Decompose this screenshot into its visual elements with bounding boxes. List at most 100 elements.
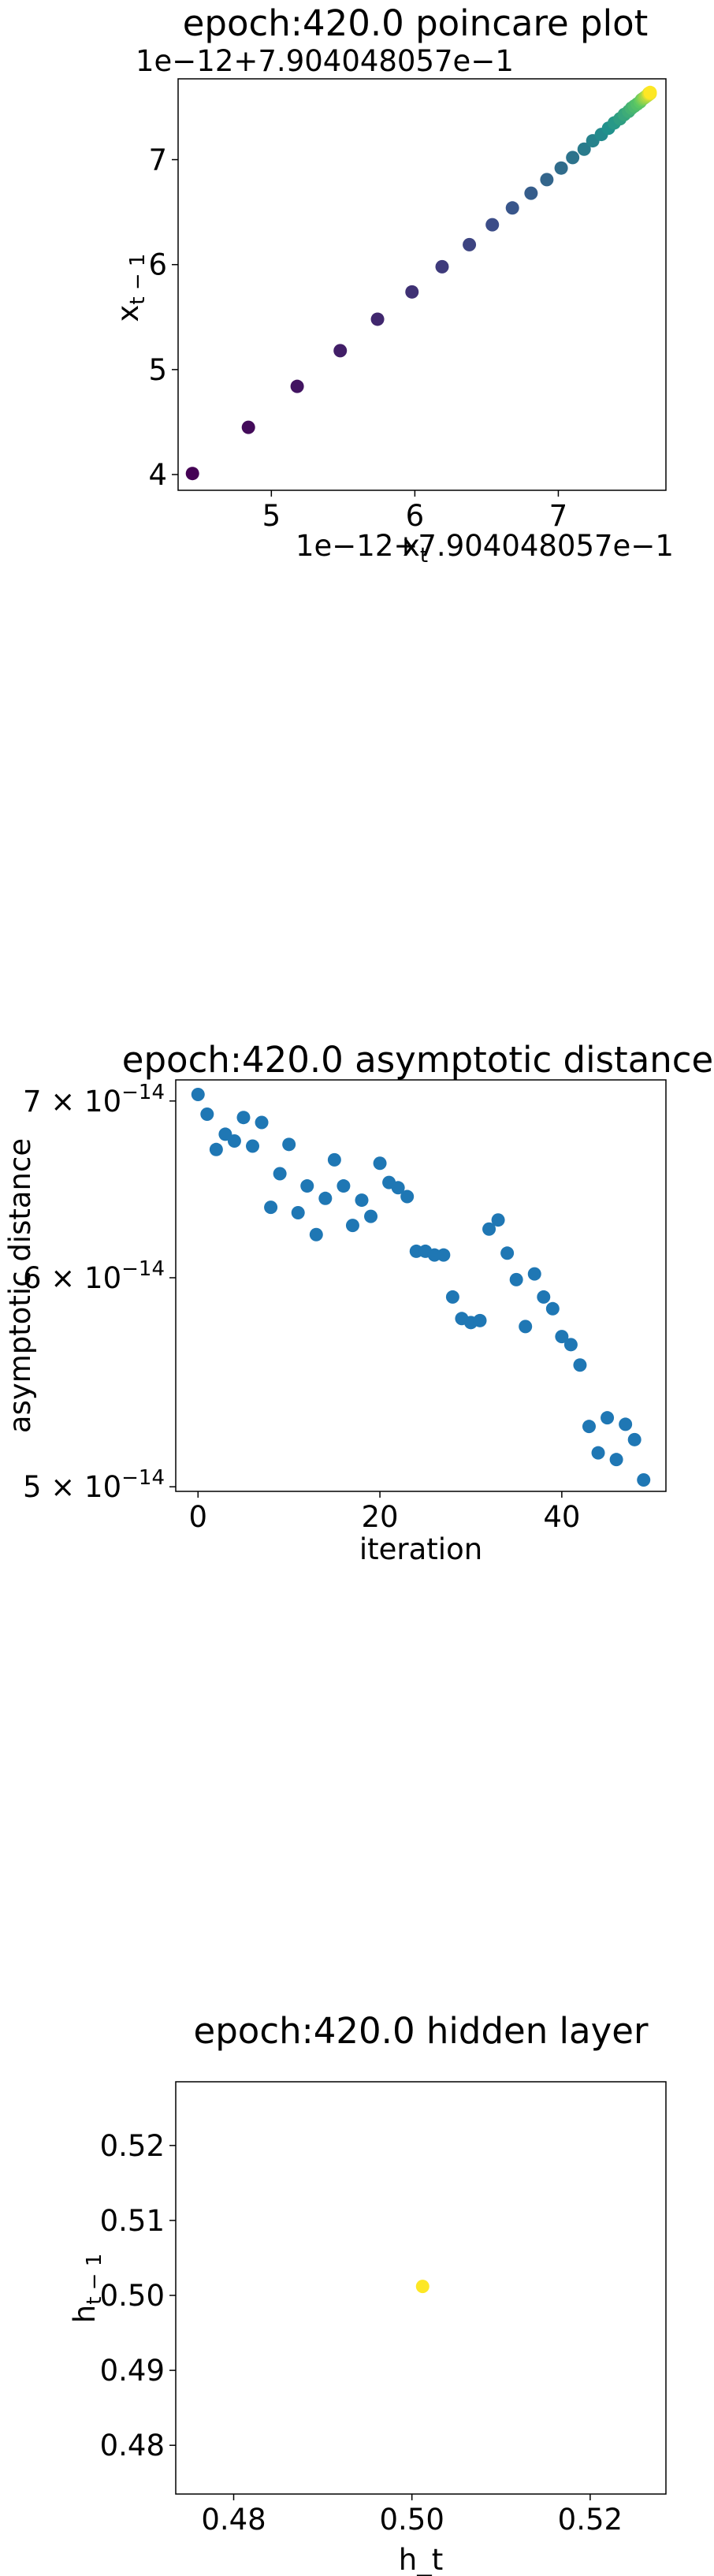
poincare-points xyxy=(185,85,657,481)
distance-point xyxy=(191,1087,205,1101)
poincare-point xyxy=(485,218,500,232)
poincare-point xyxy=(505,201,519,215)
distance-y-tick-label: 6 × 10−14 xyxy=(23,1257,165,1295)
distance-points xyxy=(191,1087,651,1487)
poincare-x-tick-label: 5 xyxy=(262,499,281,533)
hidden-layer-y-tick-label: 0.51 xyxy=(100,2204,165,2238)
distance-x-tick-label: 0 xyxy=(188,1500,207,1534)
poincare-point xyxy=(370,312,385,326)
poincare-y-tick-label: 6 xyxy=(148,248,167,282)
poincare-chart: epoch:420.0 poincare plot 1e−12+7.904048… xyxy=(111,2,674,568)
distance-point xyxy=(601,1411,615,1425)
distance-x-ticks: 0 20 40 xyxy=(188,1491,580,1534)
distance-point xyxy=(273,1167,287,1181)
hidden-layer-x-label: h_t xyxy=(399,2543,443,2576)
hidden-layer-y-label: ht − 1 xyxy=(68,2254,106,2324)
distance-point xyxy=(300,1179,314,1193)
poincare-point xyxy=(524,186,538,200)
distance-point xyxy=(246,1139,260,1153)
poincare-x-offset: 1e−12+7.904048057e−1 xyxy=(296,529,674,563)
distance-point xyxy=(537,1290,551,1304)
poincare-point xyxy=(463,237,477,251)
poincare-x-ticks: 5 6 7 xyxy=(262,490,568,533)
poincare-point xyxy=(554,161,568,175)
distance-point xyxy=(445,1290,459,1304)
distance-x-label: iteration xyxy=(359,1532,482,1566)
poincare-plot-area xyxy=(177,78,667,491)
hidden-layer-plot-area xyxy=(175,2081,667,2495)
distance-point xyxy=(563,1338,578,1352)
distance-point xyxy=(482,1222,496,1236)
distance-point xyxy=(473,1313,487,1327)
distance-point xyxy=(391,1181,405,1195)
poincare-point xyxy=(333,344,348,358)
poincare-point xyxy=(577,142,591,156)
distance-point xyxy=(209,1142,223,1156)
distance-title: epoch:420.0 asymptotic distance xyxy=(122,1039,713,1081)
distance-point xyxy=(573,1358,587,1372)
poincare-point xyxy=(566,151,580,165)
distance-point xyxy=(437,1248,451,1262)
poincare-point xyxy=(241,420,255,434)
distance-point xyxy=(364,1209,378,1223)
distance-point xyxy=(609,1453,623,1467)
hidden-layer-x-tick-label: 0.48 xyxy=(201,2503,266,2537)
poincare-point xyxy=(405,285,419,299)
distance-point xyxy=(345,1219,359,1233)
distance-point xyxy=(318,1191,333,1205)
distance-point xyxy=(491,1213,505,1227)
distance-point xyxy=(255,1115,269,1130)
distance-point xyxy=(236,1111,251,1125)
hidden-layer-x-ticks: 0.48 0.50 0.52 xyxy=(201,2494,623,2537)
distance-point xyxy=(337,1179,351,1193)
poincare-point xyxy=(643,85,657,99)
hidden-layer-points xyxy=(415,2280,430,2294)
poincare-point xyxy=(435,259,449,274)
distance-point xyxy=(264,1201,278,1215)
distance-point xyxy=(582,1420,596,1434)
hidden-layer-x-tick-label: 0.50 xyxy=(379,2503,444,2537)
distance-point xyxy=(519,1320,533,1334)
distance-point xyxy=(200,1107,214,1121)
distance-point xyxy=(527,1267,541,1281)
poincare-y-tick-label: 4 xyxy=(148,458,167,492)
distance-y-label: asymptotic distance xyxy=(3,1138,37,1433)
poincare-y-label: xt − 1 xyxy=(111,254,150,322)
poincare-y-ticks: 4 5 6 7 xyxy=(148,143,178,492)
poincare-y-tick-label: 5 xyxy=(148,353,167,387)
distance-point xyxy=(355,1193,369,1208)
poincare-y-tick-label: 7 xyxy=(148,143,167,177)
distance-plot-area xyxy=(175,1079,667,1492)
poincare-x-tick-label: 7 xyxy=(549,499,568,533)
distance-point xyxy=(555,1330,569,1344)
distance-point xyxy=(591,1446,605,1460)
hidden-layer-y-tick-label: 0.49 xyxy=(100,2354,165,2388)
distance-x-tick-label: 40 xyxy=(543,1500,580,1534)
distance-point xyxy=(227,1134,241,1148)
distance-y-tick-label: 5 × 10−14 xyxy=(23,1466,165,1504)
hidden-layer-y-ticks: 0.48 0.49 0.50 0.51 0.52 xyxy=(100,2129,176,2462)
hidden-layer-title: epoch:420.0 hidden layer xyxy=(194,2010,649,2052)
poincare-point xyxy=(290,379,304,393)
distance-point xyxy=(545,1301,560,1316)
poincare-title: epoch:420.0 poincare plot xyxy=(183,2,649,44)
poincare-point xyxy=(540,173,554,187)
hidden-layer-chart: epoch:420.0 hidden layer 0.48 0.50 0.52 0.… xyxy=(68,2010,667,2576)
distance-point xyxy=(291,1206,305,1220)
distance-y-tick-label: 7 × 10−14 xyxy=(23,1081,165,1119)
distance-chart: epoch:420.0 asymptotic distance 0 20 40 5 … xyxy=(3,1039,713,1566)
hidden-layer-y-tick-label: 0.52 xyxy=(100,2129,165,2163)
distance-point xyxy=(282,1137,296,1152)
distance-point xyxy=(309,1227,323,1241)
distance-point xyxy=(373,1156,387,1171)
distance-point xyxy=(509,1272,523,1286)
poincare-point xyxy=(185,467,199,481)
hidden-layer-y-tick-label: 0.50 xyxy=(100,2279,165,2313)
hidden-layer-y-tick-label: 0.48 xyxy=(100,2429,165,2462)
distance-point xyxy=(619,1417,633,1431)
distance-point xyxy=(627,1432,641,1446)
poincare-x-tick-label: 6 xyxy=(406,499,425,533)
poincare-y-offset: 1e−12+7.904048057e−1 xyxy=(136,44,514,78)
distance-point xyxy=(400,1189,415,1204)
